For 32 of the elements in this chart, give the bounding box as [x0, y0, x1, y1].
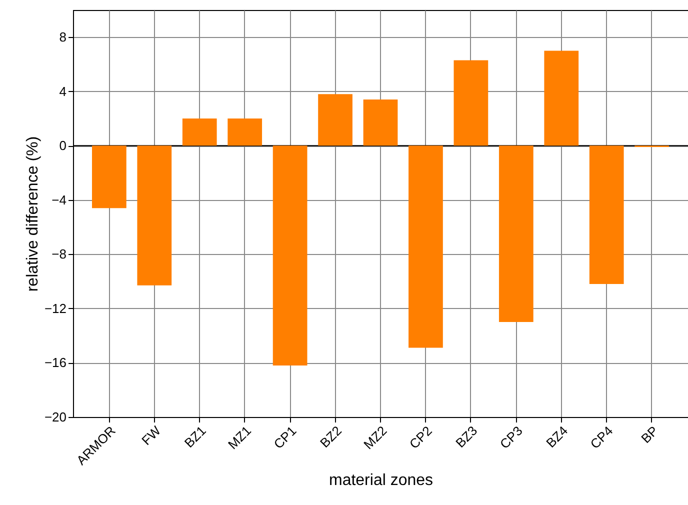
bar	[408, 146, 443, 348]
x-tick-label: BZ2	[317, 423, 344, 451]
bar	[137, 146, 172, 286]
x-tick-label: FW	[138, 422, 164, 448]
x-tick-label: BZ4	[543, 423, 571, 451]
bar	[272, 146, 308, 366]
bar	[182, 118, 217, 146]
bar	[92, 146, 126, 208]
y-tick-label: 0	[59, 138, 66, 154]
y-tick-label: 4	[59, 84, 66, 99]
x-tick-label: CP2	[406, 423, 435, 452]
x-tick-label: BZ3	[452, 423, 480, 451]
x-tick-label: BP	[638, 423, 662, 446]
bar	[228, 118, 262, 146]
y-tick-label: −12	[44, 300, 66, 316]
bar	[363, 100, 398, 146]
x-axis-title: material zones	[328, 472, 434, 489]
y-tick-label: −8	[52, 246, 66, 262]
bar	[544, 50, 579, 146]
y-tick-label: −4	[52, 192, 66, 208]
x-tick-label: CP3	[496, 423, 526, 452]
y-tick-label: −20	[44, 410, 66, 424]
bar	[589, 146, 624, 284]
x-tick-label: CP4	[587, 423, 616, 452]
x-tick-label: BZ1	[181, 423, 209, 451]
y-tick-label: −16	[44, 355, 66, 370]
y-tick-label: 8	[59, 30, 66, 45]
bar	[318, 94, 352, 146]
y-axis-title: relative difference (%)	[24, 136, 42, 292]
x-tick-label: CP1	[270, 423, 300, 452]
bar	[454, 60, 488, 146]
bar	[498, 146, 534, 322]
